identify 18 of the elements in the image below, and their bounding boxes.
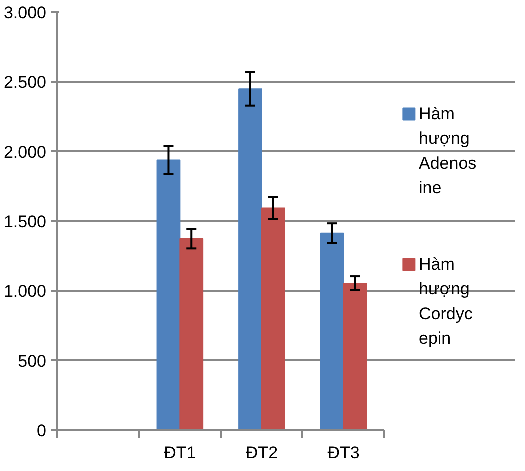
y-tick-label: 2.000 [4, 142, 47, 162]
y-tick-label: 500 [18, 352, 47, 371]
bar [320, 232, 344, 430]
legend-label: Hàm hượng Adenosine [418, 104, 477, 198]
y-tick-label: 0 [37, 422, 47, 440]
y-tick-label: 2.500 [4, 73, 47, 92]
y-tick-label: 1.000 [4, 282, 47, 302]
bar [238, 88, 262, 430]
bar [180, 238, 204, 430]
bar [261, 208, 286, 430]
y-tick-label: 1.500 [4, 212, 47, 232]
x-tick-label: ĐT3 [328, 444, 360, 462]
x-tick-label: ĐT1 [164, 444, 196, 462]
bar [156, 160, 181, 430]
bar [343, 283, 368, 430]
x-tick-label: ĐT2 [246, 444, 278, 462]
y-tick-label: 3.000 [4, 4, 47, 22]
legend-label: Hàm hượng Cordycepin [418, 254, 474, 348]
